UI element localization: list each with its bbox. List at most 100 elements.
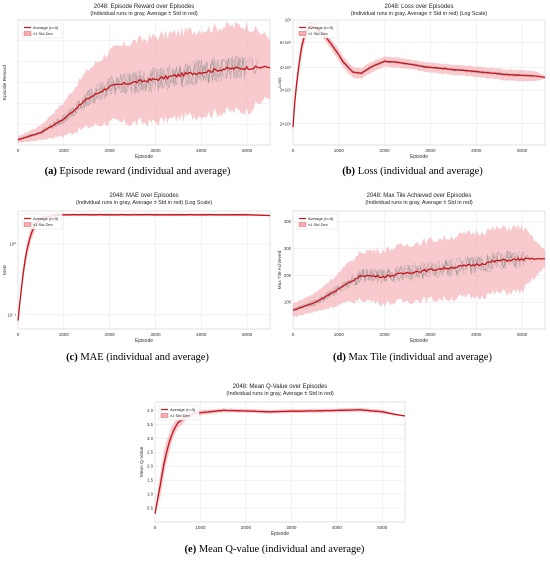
chart-max-tile-svg: 2048: Max Tile Achieved over Episodes(In…	[277, 193, 546, 344]
caption-e-label: (e)	[184, 544, 197, 555]
y-axis-label: Mean Q-Value	[139, 446, 145, 477]
legend-box	[296, 213, 338, 230]
caption-b: (b) Loss (individual and average)	[275, 166, 550, 177]
plot-area	[17, 210, 271, 330]
chart-loss: 2048: Loss over Episodes (Individual runs…	[275, 0, 550, 165]
chart-title: 2048: Episode Reward over Episodes	[94, 4, 194, 10]
x-axis-label: Episode	[410, 154, 428, 160]
y-tick-label: 10⁰	[9, 242, 16, 247]
legend-box	[21, 22, 63, 39]
legend-std-label: ±1 Std Dev	[33, 31, 53, 36]
legend-std-label: ±1 Std Dev	[33, 222, 53, 227]
x-tick-label: 0	[17, 148, 20, 153]
y-axis-label: Episode Reward	[2, 65, 8, 101]
x-tick-label: 4000	[332, 525, 343, 530]
y-tick-label: 3.0	[147, 436, 154, 441]
caption-d: (d) Max Tile (individual and average)	[275, 352, 550, 363]
caption-a-text: Episode reward (individual and average)	[56, 166, 231, 177]
average-line	[292, 257, 546, 311]
y-axis-label: Loss	[277, 77, 283, 88]
x-tick-label: 3000	[150, 332, 161, 337]
x-tick-label: 3000	[286, 525, 297, 530]
caption-a: (a) Episode reward (individual and avera…	[0, 166, 275, 177]
chart-subtitle: (Individual runs in gray, Average ± Std …	[76, 200, 213, 206]
y-tick-label: 2.0	[147, 464, 154, 469]
average-line	[17, 65, 271, 141]
x-tick-label: 3000	[150, 148, 161, 153]
chart-episode-reward-svg: 2048: Episode Reward over Episodes(Indiv…	[2, 4, 271, 160]
y-tick-label: 2.5	[147, 450, 154, 455]
legend-average-label: Average (n=5)	[33, 25, 59, 30]
legend-average-label: Average (n=5)	[308, 216, 334, 221]
chart-subtitle: (Individual runs in gray, Average ± Std …	[351, 11, 488, 17]
x-tick-label: 1000	[59, 148, 70, 153]
caption-d-text: Max Tile (individual and average)	[345, 352, 492, 363]
individual-run-line	[292, 253, 520, 312]
individual-run-line	[17, 55, 245, 140]
chart-mean-q-value: 2048: Mean Q-Value over Episodes (Individ…	[137, 380, 412, 543]
legend-average-label: Average (n=5)	[170, 407, 196, 412]
legend-std-swatch	[23, 222, 32, 227]
x-tick-label: 1000	[195, 525, 206, 530]
chart-title: 2048: MAE over Episodes	[109, 193, 178, 199]
chart-max-tile: 2048: Max Tile Achieved over Episodes (In…	[275, 189, 550, 349]
chart-title: 2048: Loss over Episodes	[384, 4, 453, 10]
caption-d-label: (d)	[333, 352, 346, 363]
x-tick-label: 5000	[517, 332, 528, 337]
y-tick-label: 4.0	[147, 408, 154, 413]
caption-c-text: MAE (individual and average)	[77, 352, 209, 363]
y-tick-label: 200	[284, 273, 292, 278]
legend-std-label: ±1 Std Dev	[170, 413, 190, 418]
average-line	[292, 25, 546, 128]
x-tick-label: 4000	[196, 332, 207, 337]
x-tick-label: 5000	[242, 332, 253, 337]
caption-c: (c) MAE (individual and average)	[0, 352, 275, 363]
x-tick-label: 0	[292, 148, 295, 153]
chart-episode-reward: 2048: Episode Reward over Episodes (Indiv…	[0, 0, 275, 165]
x-tick-label: 2000	[380, 148, 391, 153]
chart-title: 2048: Mean Q-Value over Episodes	[233, 384, 328, 390]
y-tick-label: 6×10²	[280, 40, 292, 45]
x-tick-label: 0	[154, 525, 157, 530]
chart-mae-svg: 2048: MAE over Episodes(Individual runs …	[2, 193, 271, 344]
y-tick-label: 4×10²	[280, 65, 292, 70]
chart-subtitle: (Individual runs in gray, Average ± Std …	[90, 11, 198, 17]
y-tick-label: 10³	[285, 18, 292, 23]
plot-area	[292, 19, 546, 146]
x-tick-label: 1000	[334, 332, 345, 337]
y-tick-label: 2×10²	[280, 121, 292, 126]
caption-b-text: Loss (individual and average)	[355, 166, 483, 177]
y-tick-label: 1.5	[147, 478, 154, 483]
chart-mae: 2048: MAE over Episodes (Individual runs …	[0, 189, 275, 349]
legend-average-label: Average (n=5)	[308, 25, 334, 30]
caption-e-text: Mean Q-value (individual and average)	[196, 544, 365, 555]
plot-area	[154, 401, 406, 523]
legend-box	[158, 404, 200, 421]
individual-run-line	[17, 55, 258, 140]
x-tick-label: 1000	[334, 148, 345, 153]
y-tick-label: 0.5	[147, 506, 154, 511]
legend-std-swatch	[23, 31, 32, 36]
legend-std-label: ±1 Std Dev	[308, 31, 328, 36]
std-band	[18, 21, 270, 143]
legend-std-swatch	[298, 31, 307, 36]
chart-mean-q-value-svg: 2048: Mean Q-Value over Episodes(Individ…	[139, 384, 406, 537]
y-tick-label: 3.5	[147, 422, 154, 427]
x-tick-label: 4000	[471, 148, 482, 153]
x-tick-label: 4000	[471, 332, 482, 337]
individual-run-line	[292, 251, 533, 311]
legend-box	[296, 22, 338, 39]
y-axis-label: MAE	[2, 265, 8, 275]
x-tick-label: 2000	[241, 525, 252, 530]
legend-std-swatch	[160, 413, 169, 418]
caption-c-label: (c)	[66, 352, 78, 363]
caption-e: (e) Mean Q-value (individual and average…	[137, 544, 412, 555]
x-axis-label: Episode	[135, 338, 153, 344]
x-tick-label: 3000	[425, 148, 436, 153]
x-axis-label: Episode	[410, 338, 428, 344]
x-tick-label: 3000	[425, 332, 436, 337]
caption-a-label: (a)	[44, 166, 57, 177]
x-tick-label: 2000	[105, 332, 116, 337]
x-tick-label: 0	[292, 332, 295, 337]
x-tick-label: 2000	[380, 332, 391, 337]
